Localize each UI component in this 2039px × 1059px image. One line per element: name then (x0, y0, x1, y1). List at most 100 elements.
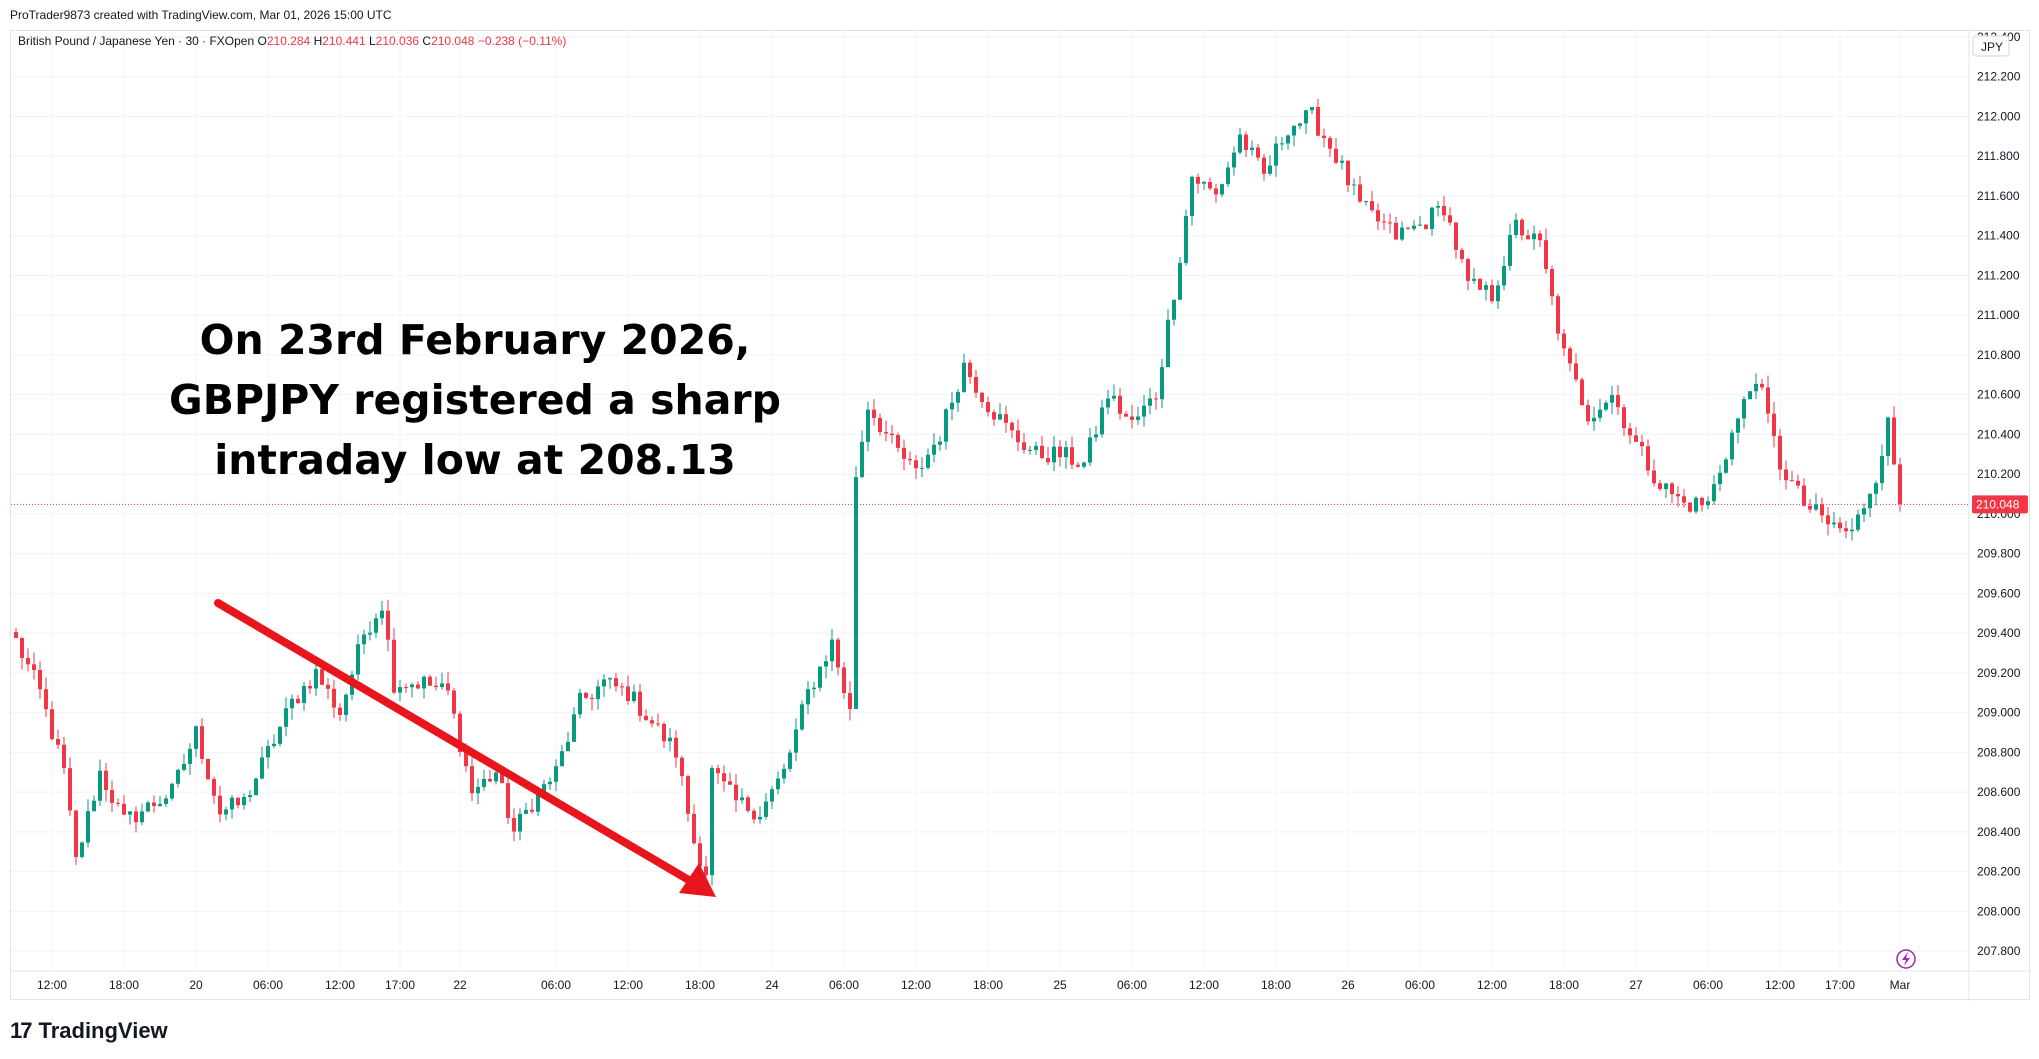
candle-body (254, 778, 258, 796)
candle-body (74, 810, 78, 857)
candle-body (1886, 417, 1890, 457)
candle-body (422, 676, 426, 689)
price-tick-label: 210.400 (1977, 427, 2021, 441)
candle-body (1478, 278, 1482, 290)
time-tick-label: 26 (1341, 978, 1355, 992)
candle-body (1628, 428, 1632, 436)
candle-body (1322, 135, 1326, 139)
candle-body (668, 737, 672, 742)
candle-body (1100, 407, 1104, 435)
candle-body (578, 692, 582, 715)
time-axis[interactable]: 12:00 18:00 20 06:00 12:00 17:00 22 06:00 12:00 1… (37, 978, 1910, 992)
candle-body (176, 769, 180, 784)
legend-open-label: O (257, 34, 267, 48)
candle-body (1070, 447, 1074, 465)
chart-frame[interactable]: 212.400212.200212.000211.800211.600211.4… (10, 30, 2031, 1001)
candle-body (998, 414, 1002, 420)
time-tick-label: 18:00 (685, 978, 715, 992)
time-tick-label: 12:00 (1189, 978, 1219, 992)
time-tick-label: 12:00 (37, 978, 67, 992)
candle-body (710, 768, 714, 876)
tradingview-brand[interactable]: 17 TradingView (10, 1018, 168, 1044)
trend-arrow (214, 599, 716, 897)
time-tick-label: Mar (1890, 978, 1911, 992)
candle-body (476, 786, 480, 794)
lightning-icon[interactable] (1896, 949, 1916, 969)
price-axis[interactable]: 212.400212.200212.000211.800211.600211.4… (1977, 31, 2021, 958)
candle-body (1154, 398, 1158, 400)
candle-body (1238, 134, 1242, 153)
candle-body (506, 783, 510, 818)
candle-body (446, 683, 450, 691)
created-by-header: ProTrader9873 created with TradingView.c… (10, 8, 392, 22)
candle-body (1046, 458, 1050, 463)
symbol-legend[interactable]: British Pound / Japanese Yen · 30 · FXOp… (18, 34, 566, 48)
price-tick-label: 208.400 (1977, 825, 2021, 839)
brand-name: TradingView (38, 1018, 168, 1043)
candle-body (488, 778, 492, 782)
candle-body (1388, 222, 1392, 224)
candle-body (992, 412, 996, 420)
candle-body (1166, 319, 1170, 368)
time-tick-label: 12:00 (901, 978, 931, 992)
candle-body (1532, 233, 1536, 240)
price-tick-label: 211.200 (1977, 268, 2020, 282)
candle-body (1502, 266, 1506, 286)
candlestick-chart[interactable]: 212.400212.200212.000211.800211.600211.4… (11, 31, 2031, 1001)
candle-body (116, 802, 120, 804)
candle-body (1262, 157, 1266, 174)
candle-body (284, 708, 288, 727)
candle-body (608, 678, 612, 680)
candle-body (806, 689, 810, 705)
candle-body (1592, 417, 1596, 422)
candle-body (596, 686, 600, 699)
candle-body (1880, 456, 1884, 484)
candle-body (1760, 383, 1764, 388)
candle-body (1790, 480, 1794, 482)
time-tick-label: 17:00 (1825, 978, 1855, 992)
price-tick-label: 209.600 (1977, 586, 2021, 600)
candle-body (1832, 522, 1836, 525)
candle-body (1742, 399, 1746, 419)
candle-body (86, 811, 90, 843)
candle-body (1274, 143, 1278, 166)
price-tick-label: 210.600 (1977, 388, 2021, 402)
legend-low-value: 210.036 (375, 34, 420, 48)
currency-label[interactable]: JPY (1972, 35, 2010, 57)
candle-body (722, 773, 726, 782)
candle-body (1568, 348, 1572, 364)
candle-body (1130, 416, 1134, 420)
candle-body (518, 813, 522, 832)
candle-body (1472, 278, 1476, 281)
candle-body (686, 776, 690, 814)
candle-body (374, 618, 378, 633)
legend-change: −0.238 (−0.11%) (477, 34, 567, 48)
candle-body (812, 687, 816, 690)
candle-body (1844, 528, 1848, 532)
candle-body (1292, 125, 1296, 136)
candle-body (1664, 483, 1668, 490)
candle-body (1424, 224, 1428, 230)
candle-body (122, 803, 126, 815)
candle-body (560, 751, 564, 767)
candle-body (44, 689, 48, 710)
candle-body (866, 409, 870, 442)
candle-body (218, 795, 222, 815)
candle-body (1670, 483, 1674, 495)
candle-body (416, 684, 420, 689)
candle-body (746, 797, 750, 811)
candle-body (1382, 221, 1386, 223)
candle-body (740, 797, 744, 801)
candle-body (242, 797, 246, 806)
legend-high-label: H (313, 34, 323, 48)
candle-body (98, 770, 102, 801)
candle-body (1208, 182, 1212, 189)
candle-body (296, 698, 300, 703)
candle-body (1772, 413, 1776, 436)
candle-body (1430, 207, 1434, 230)
candle-body (1580, 379, 1584, 406)
candle-body (1640, 441, 1644, 447)
candle-body (182, 763, 186, 770)
candle-body (1460, 249, 1464, 260)
candle-body (1352, 184, 1356, 186)
